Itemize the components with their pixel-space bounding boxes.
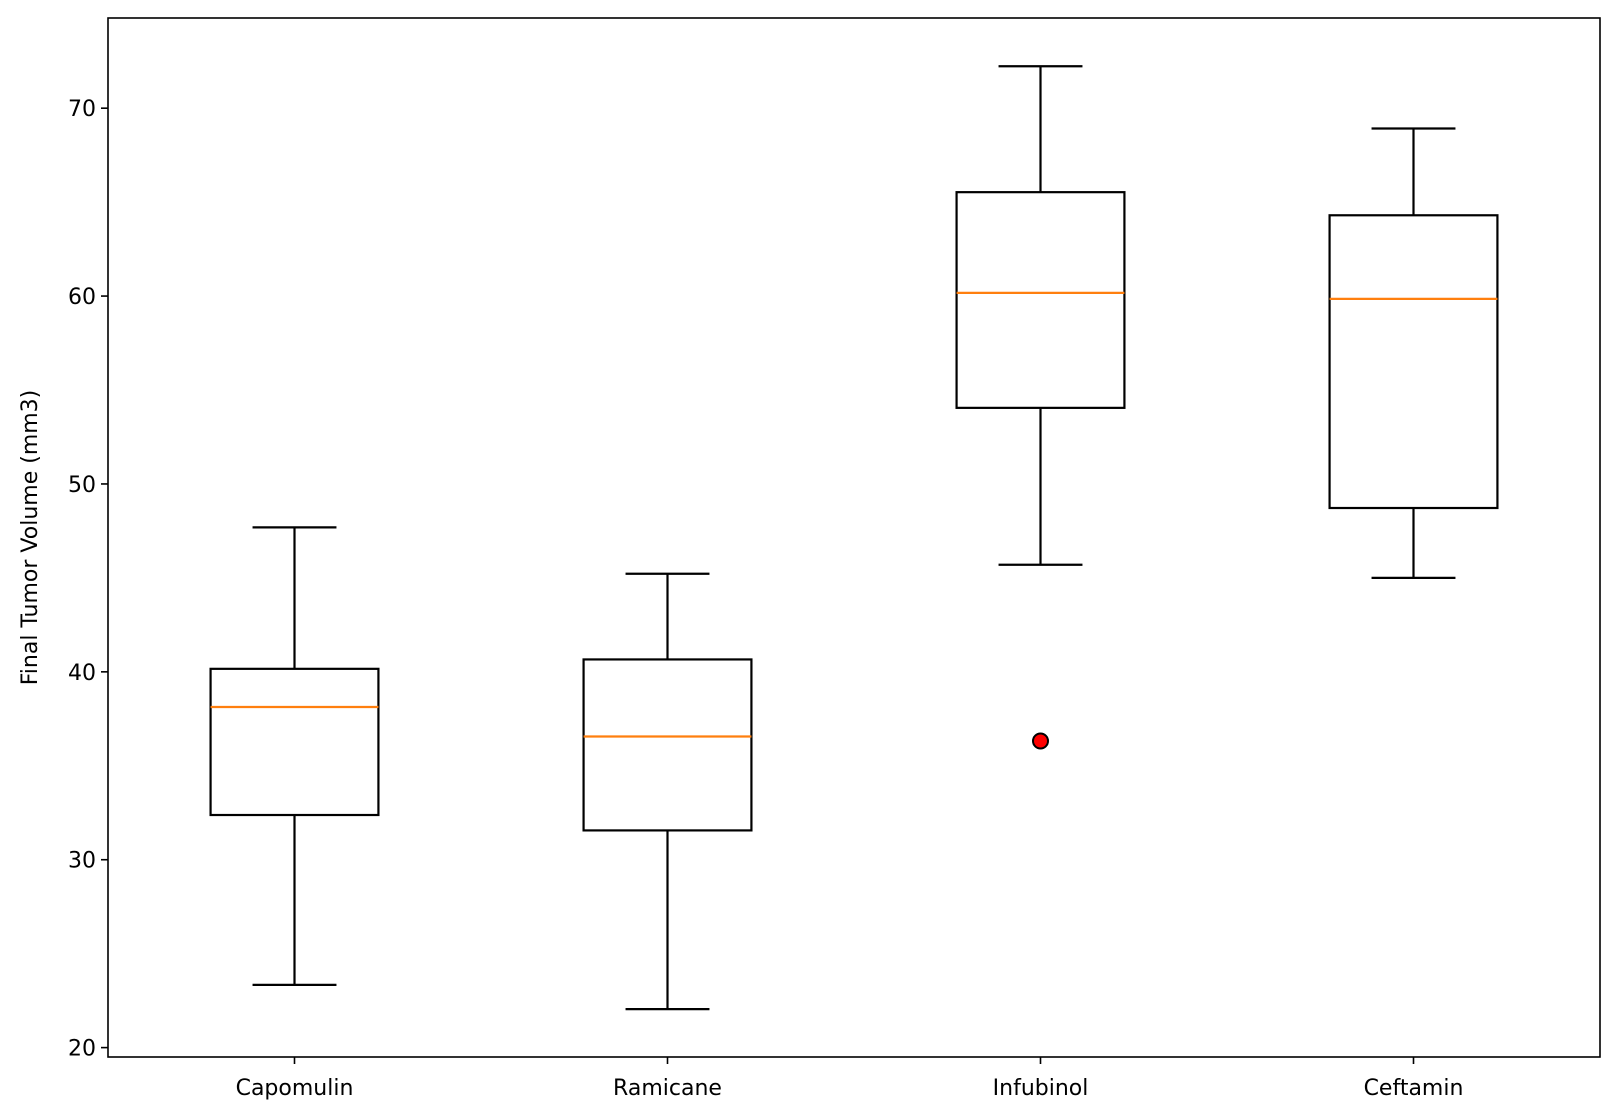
- outlier-point: [1032, 732, 1049, 750]
- iqr-box: [209, 667, 380, 817]
- y-tick-label: 30: [68, 849, 96, 874]
- plot-area-frame: [107, 17, 1601, 1058]
- x-tick-label: Ramicane: [613, 1076, 722, 1101]
- y-axis: 20 30 40 50 60 70: [68, 97, 108, 1062]
- x-axis: Capomulin Ramicane Infubinol Ceftamin: [236, 1057, 1464, 1101]
- iqr-box: [955, 191, 1126, 409]
- y-tick-label: 70: [68, 97, 96, 122]
- y-tick-label: 50: [68, 473, 96, 498]
- boxes-layer: [209, 65, 1499, 1011]
- box-group: [1328, 127, 1499, 579]
- iqr-box: [1328, 214, 1499, 510]
- y-tick-label: 40: [68, 661, 96, 686]
- y-tick-label: 60: [68, 285, 96, 310]
- box-group: [209, 526, 380, 986]
- x-tick-label: Ceftamin: [1364, 1076, 1464, 1101]
- box-group: [955, 65, 1126, 750]
- x-tick-label: Infubinol: [993, 1076, 1089, 1101]
- y-tick-label: 20: [68, 1037, 96, 1062]
- y-axis-label: Final Tumor Volume (mm3): [18, 390, 43, 686]
- x-tick-label: Capomulin: [236, 1076, 354, 1101]
- box-group: [582, 572, 753, 1011]
- iqr-box: [582, 658, 753, 832]
